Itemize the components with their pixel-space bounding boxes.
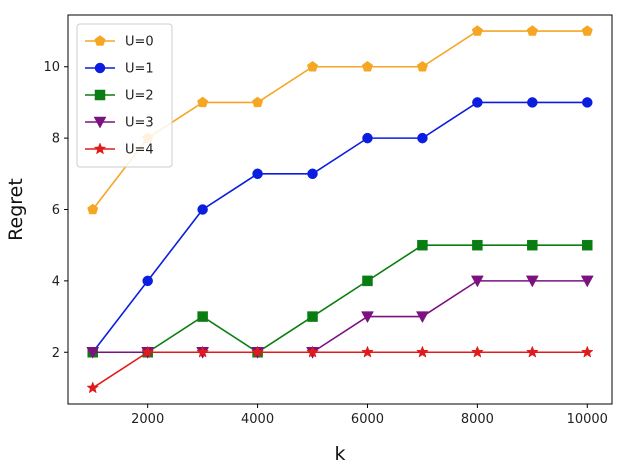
data-point-u3 (580, 275, 594, 288)
y-tick-label: 6 (52, 203, 60, 218)
legend-marker-u3 (93, 116, 107, 129)
data-point-u2 (362, 275, 373, 287)
data-point-u4 (525, 345, 539, 358)
data-point-u1 (362, 132, 373, 144)
legend-label-u0: U=0 (125, 35, 154, 50)
y-tick-label: 2 (52, 346, 60, 361)
data-point-u4 (471, 345, 484, 358)
data-point-u3 (416, 311, 429, 324)
plot-area (86, 25, 594, 394)
x-tick-label: 4000 (241, 412, 274, 427)
data-point-u1 (307, 168, 318, 180)
legend-label-u3: U=3 (125, 116, 154, 131)
data-point-u1 (142, 275, 153, 287)
data-point-u4 (361, 345, 374, 358)
series-u4 (86, 345, 594, 394)
data-point-u0 (581, 25, 593, 36)
data-point-u0 (252, 96, 264, 108)
data-point-u4 (306, 345, 319, 358)
data-point-u1 (417, 132, 428, 144)
series-line-u2 (92, 244, 588, 354)
data-point-u1 (252, 168, 263, 180)
legend-entry-u2: U=2 (85, 89, 154, 104)
data-point-u0 (416, 60, 428, 72)
x-axis-title: k (334, 443, 345, 465)
data-point-u4 (416, 345, 429, 358)
data-point-u4 (141, 345, 155, 358)
x-tick-label: 10000 (567, 412, 608, 427)
series-line-u4 (92, 351, 588, 389)
legend-entry-u4: U=4 (85, 142, 154, 158)
y-tick-label: 4 (52, 274, 60, 289)
axes: 2000 4000 6000 8000 10000 2 4 6 8 10 (43, 60, 607, 427)
legend-marker-u0 (94, 35, 106, 46)
y-axis-title: Regret (5, 178, 27, 241)
data-point-u0 (471, 25, 483, 36)
data-point-u1 (582, 97, 593, 108)
data-point-u2 (527, 239, 538, 251)
legend-marker-u1 (94, 62, 106, 74)
data-point-u0 (361, 60, 374, 72)
legend-box (76, 23, 173, 168)
data-point-u2 (472, 239, 483, 251)
data-point-u2 (197, 311, 208, 322)
series-line-u3 (92, 280, 588, 354)
data-point-u1 (472, 97, 483, 108)
x-tick-label: 6000 (351, 412, 384, 427)
y-tick-label: 8 (52, 132, 60, 147)
data-point-u3 (361, 311, 374, 324)
data-point-u3 (470, 275, 484, 288)
legend-label-u2: U=2 (125, 89, 154, 104)
x-tick-label: 2000 (131, 412, 164, 427)
legend-marker-u2 (94, 89, 106, 101)
data-point-u2 (307, 311, 318, 322)
data-point-u4 (86, 381, 100, 394)
legend-label-u1: U=1 (125, 62, 154, 77)
data-point-u0 (306, 60, 319, 72)
series-u2 (87, 239, 593, 358)
legend-marker-u4 (93, 142, 107, 155)
data-point-u3 (86, 347, 100, 359)
data-point-u1 (197, 204, 208, 215)
legend-entry-u0: U=0 (85, 35, 154, 50)
data-point-u4 (196, 345, 209, 358)
data-point-u3 (525, 275, 539, 288)
legend-label-u4: U=4 (125, 143, 154, 158)
x-tick-label: 8000 (461, 412, 494, 427)
legend: U=0 U=1 U=2 U=3 U=4 (76, 23, 173, 168)
data-point-u0 (526, 25, 538, 36)
data-point-u0 (87, 203, 99, 215)
series-line-u0 (92, 30, 588, 210)
series-u3 (86, 275, 594, 359)
series-line-u1 (92, 101, 588, 353)
y-tick-label: 10 (43, 60, 60, 75)
data-point-u4 (251, 345, 264, 358)
legend-entry-u1: U=1 (85, 62, 154, 77)
data-point-u2 (582, 239, 593, 251)
legend-entry-u3: U=3 (85, 116, 154, 131)
data-point-u0 (197, 96, 209, 108)
data-point-u2 (417, 239, 428, 251)
data-point-u1 (527, 97, 538, 108)
data-point-u4 (580, 345, 594, 358)
